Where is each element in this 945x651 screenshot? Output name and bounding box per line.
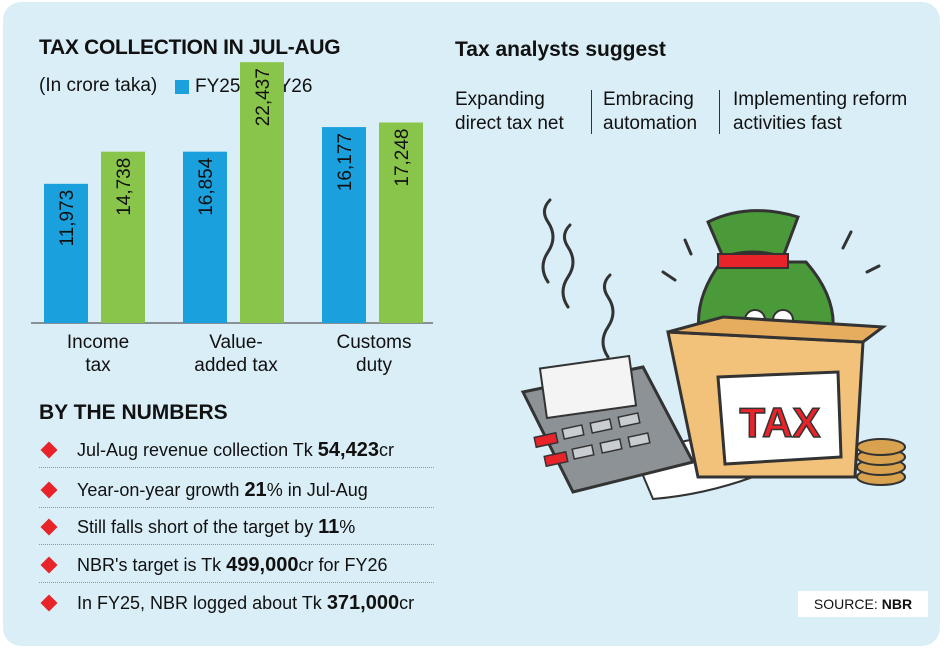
item-value: 371,000 xyxy=(326,591,400,614)
suggestion-1: Expanding direct tax net xyxy=(455,88,564,136)
list-item: Jul-Aug revenue collection Tk 54,423cr xyxy=(39,433,434,468)
suggestion-line: Embracing xyxy=(603,89,694,110)
bar-chart: 11,973 16,854 16,177 14,738 22,437 17,248 xyxy=(31,62,433,324)
suggestion-2: Embracing automation xyxy=(603,88,697,136)
data-label: 14,738 xyxy=(114,158,135,216)
category-label-line: tax xyxy=(85,355,111,376)
item-value: 21 xyxy=(244,478,267,501)
motion-lines-icon xyxy=(661,230,881,282)
legend-fy25: FY25 xyxy=(175,76,240,98)
legend-swatch-fy25 xyxy=(175,80,189,94)
item-post: cr for FY26 xyxy=(298,554,388,575)
data-label: 16,177 xyxy=(335,133,356,191)
bar-fy25-2 xyxy=(322,127,366,323)
list-item: Year-on-year growth 21% in Jul-Aug xyxy=(39,473,434,508)
category-label-line: Value- xyxy=(209,332,263,353)
bar-fy26-2 xyxy=(379,122,423,323)
box-label: TAX xyxy=(740,399,821,446)
item-text: Still falls short of the target by 11% xyxy=(77,516,355,539)
tax-box-icon: TAX xyxy=(666,315,888,479)
bullet-diamond-icon xyxy=(40,518,58,536)
bar-fy25-1 xyxy=(183,151,227,323)
steam-icon xyxy=(541,198,555,284)
suggestion-line: activities fast xyxy=(733,113,842,134)
unit-label: (In crore taka) xyxy=(39,75,158,96)
calculator-icon xyxy=(520,354,696,494)
item-text: In FY25, NBR logged about Tk 371,000cr xyxy=(77,592,414,615)
bar-fy25-0 xyxy=(44,183,88,323)
data-label: 17,248 xyxy=(392,128,413,186)
item-value: 54,423 xyxy=(317,438,379,461)
category-label-vat: Value- added tax xyxy=(181,331,291,377)
item-pre: NBR's target is Tk xyxy=(77,554,227,575)
steam-icon xyxy=(601,273,615,359)
numbers-title: BY THE NUMBERS xyxy=(39,401,228,424)
item-post: cr xyxy=(378,439,394,460)
category-label-line: duty xyxy=(356,355,392,376)
tax-illustration: TAX xyxy=(520,198,906,501)
infographic-card: TAX COLLECTION IN JUL-AUG (In crore taka… xyxy=(3,2,940,646)
analysts-title: Tax analysts suggest xyxy=(455,38,666,61)
suggestion-3: Implementing reform activities fast xyxy=(733,88,907,136)
bar-fy26-0 xyxy=(101,151,145,323)
divider xyxy=(719,90,720,134)
category-label-line: Income xyxy=(66,332,130,353)
list-item: Still falls short of the target by 11% xyxy=(39,510,434,545)
category-label-customs: Customs duty xyxy=(319,331,429,377)
item-post: % in Jul-Aug xyxy=(266,479,368,500)
bullet-diamond-icon xyxy=(40,594,58,612)
category-label-line: Customs xyxy=(336,332,412,353)
source-label: SOURCE: NBR xyxy=(798,591,928,617)
item-pre: Year-on-year growth xyxy=(77,479,245,500)
list-item: NBR's target is Tk 499,000cr for FY26 xyxy=(39,548,434,583)
chart-title: TAX COLLECTION IN JUL-AUG xyxy=(39,36,341,59)
data-label: 16,854 xyxy=(196,157,217,216)
item-pre: Still falls short of the target by xyxy=(77,516,319,537)
item-pre: Jul-Aug revenue collection Tk xyxy=(77,439,318,460)
suggestion-line: direct tax net xyxy=(455,113,564,134)
item-text: NBR's target is Tk 499,000cr for FY26 xyxy=(77,554,387,577)
divider xyxy=(591,90,592,134)
suggestion-line: Implementing reform xyxy=(733,89,908,110)
steam-icon xyxy=(561,223,575,309)
bullet-diamond-icon xyxy=(40,556,58,574)
data-label: 11,973 xyxy=(57,190,78,247)
item-text: Jul-Aug revenue collection Tk 54,423cr xyxy=(77,439,394,462)
list-item: In FY25, NBR logged about Tk 371,000cr xyxy=(39,586,434,620)
category-label-income: Income tax xyxy=(43,331,153,377)
data-label: 22,437 xyxy=(253,68,274,126)
item-post: % xyxy=(339,516,356,537)
bullet-diamond-icon xyxy=(40,481,58,499)
bullet-diamond-icon xyxy=(40,441,58,459)
item-value: 499,000 xyxy=(226,553,299,576)
coins-icon xyxy=(856,438,906,486)
item-pre: In FY25, NBR logged about Tk xyxy=(77,592,327,613)
source-name: NBR xyxy=(881,596,913,612)
suggestion-line: Expanding xyxy=(455,89,545,110)
source-prefix: SOURCE: xyxy=(813,596,878,612)
item-value: 11 xyxy=(318,515,340,538)
item-text: Year-on-year growth 21% in Jul-Aug xyxy=(77,479,368,502)
bar-fy26-1 xyxy=(240,62,284,324)
category-label-line: added tax xyxy=(194,355,278,376)
legend-label-fy25: FY25 xyxy=(195,76,241,97)
item-post: cr xyxy=(399,592,415,613)
suggestion-line: automation xyxy=(603,113,698,134)
